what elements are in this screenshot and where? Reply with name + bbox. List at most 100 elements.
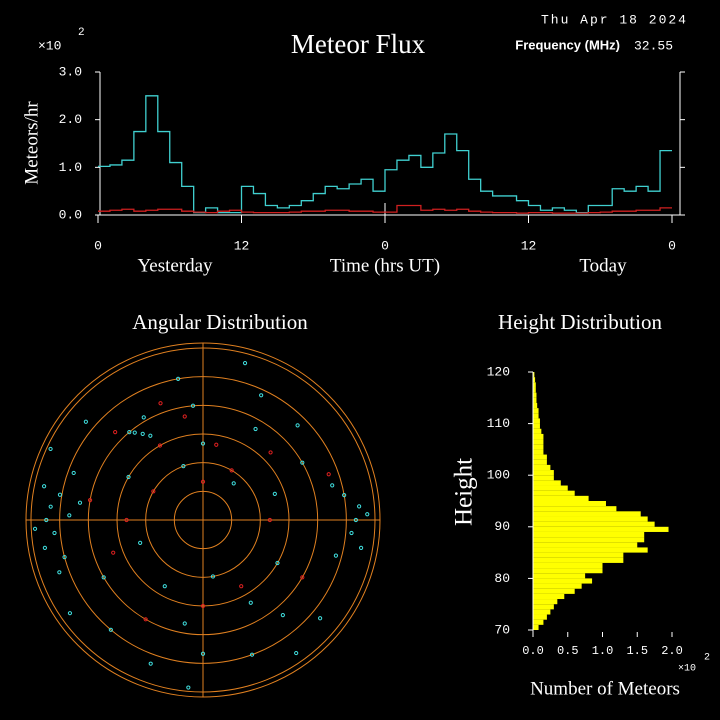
- meteor-point: [57, 492, 63, 497]
- meteor-point: [300, 575, 305, 580]
- meteor-point: [200, 603, 206, 609]
- flux-line: [98, 95, 672, 214]
- y-tick-label: 70: [494, 622, 510, 637]
- bar: [533, 609, 551, 615]
- height-axis-label: Height: [451, 458, 478, 526]
- bar: [533, 377, 536, 383]
- meteor-point: [67, 513, 72, 518]
- bar: [533, 433, 544, 440]
- meteor-point: [333, 553, 339, 558]
- meteor-point: [111, 550, 116, 555]
- bar: [533, 372, 535, 378]
- bar: [533, 397, 537, 403]
- meteor-point: [42, 545, 48, 550]
- meteor-point: [140, 431, 145, 436]
- meteor-point: [181, 464, 186, 469]
- bar: [533, 526, 669, 532]
- meteor-point: [280, 613, 285, 618]
- meteor-point: [318, 616, 323, 621]
- axis-frame: [99, 72, 681, 216]
- bar: [533, 470, 554, 476]
- bar: [533, 408, 539, 414]
- meteor-point: [182, 621, 187, 626]
- y-tick-label: 0.0: [59, 207, 82, 222]
- bar: [533, 387, 536, 393]
- meteor-point: [210, 574, 216, 579]
- period-label: Yesterday: [137, 255, 213, 276]
- meteor-point: [295, 423, 300, 428]
- bar: [533, 599, 558, 605]
- x-tick-label: 12: [521, 238, 537, 253]
- bar: [533, 423, 540, 429]
- bar: [533, 454, 547, 460]
- multiplier: ×10: [678, 664, 696, 675]
- bar: [533, 428, 542, 434]
- meteor-point: [294, 650, 299, 656]
- meteor-point: [200, 441, 206, 446]
- meteor-point: [71, 470, 76, 476]
- meteor-point: [48, 504, 53, 509]
- bar: [533, 542, 638, 548]
- multiplier-exp: 2: [704, 653, 710, 664]
- meteor-point: [48, 446, 53, 452]
- meteor-point: [365, 512, 370, 517]
- meteor-point: [44, 517, 49, 523]
- meteor-point: [77, 500, 83, 505]
- bar: [533, 619, 544, 625]
- bar: [533, 506, 617, 512]
- period-label: Time (hrs UT): [330, 255, 440, 276]
- meteor-point: [231, 481, 236, 486]
- flux-line: [98, 204, 672, 214]
- meteor-point: [275, 560, 280, 566]
- bar: [533, 392, 537, 398]
- meteor-point: [138, 540, 143, 545]
- x-tick-label: 0: [381, 238, 389, 253]
- bar: [533, 568, 603, 574]
- meteor-point: [143, 617, 148, 622]
- meteor-point: [113, 430, 118, 435]
- meteor-point: [57, 570, 62, 575]
- meteor-point: [353, 517, 358, 523]
- bar: [533, 418, 540, 424]
- bar: [533, 382, 536, 388]
- bar: [533, 593, 565, 600]
- meteor-point: [124, 517, 129, 523]
- meteor-point: [101, 575, 106, 580]
- meteor-point: [242, 360, 248, 366]
- bar: [533, 501, 606, 507]
- bar: [533, 459, 547, 465]
- meteor-point: [249, 652, 255, 657]
- y-tick-label: 3.0: [59, 64, 82, 79]
- x-tick-label: 0: [94, 238, 102, 253]
- meteor-point: [342, 493, 347, 498]
- meteor-point: [326, 472, 331, 477]
- bar: [533, 475, 554, 481]
- meteor-point: [157, 443, 163, 448]
- x-tick-label: 0: [668, 238, 676, 253]
- angular-title: Angular Distribution: [132, 310, 308, 334]
- meteor-point: [32, 526, 38, 531]
- meteor-point: [330, 483, 335, 488]
- multiplier-exp: 2: [78, 27, 85, 39]
- bar: [533, 511, 641, 517]
- multiplier: ×10: [38, 38, 61, 53]
- x-tick-label: 0.5: [557, 644, 579, 658]
- meteor-point: [200, 651, 206, 656]
- frequency-label: Frequency (MHz): [515, 37, 620, 52]
- x-tick-label: 0.0: [522, 644, 544, 658]
- meteor-point: [358, 545, 364, 550]
- bar: [533, 578, 593, 584]
- bar: [533, 490, 575, 496]
- meteor-point: [158, 401, 163, 406]
- meteor-point: [259, 393, 264, 398]
- bar: [533, 444, 544, 450]
- bar: [533, 537, 645, 543]
- y-tick-label: 2.0: [59, 112, 82, 127]
- meteor-point: [108, 627, 113, 632]
- meteor-point: [190, 403, 196, 408]
- meteor-point: [148, 433, 153, 438]
- meteor-point: [239, 584, 244, 589]
- meteor-point: [52, 530, 57, 536]
- flux-title: Meteor Flux: [291, 29, 426, 59]
